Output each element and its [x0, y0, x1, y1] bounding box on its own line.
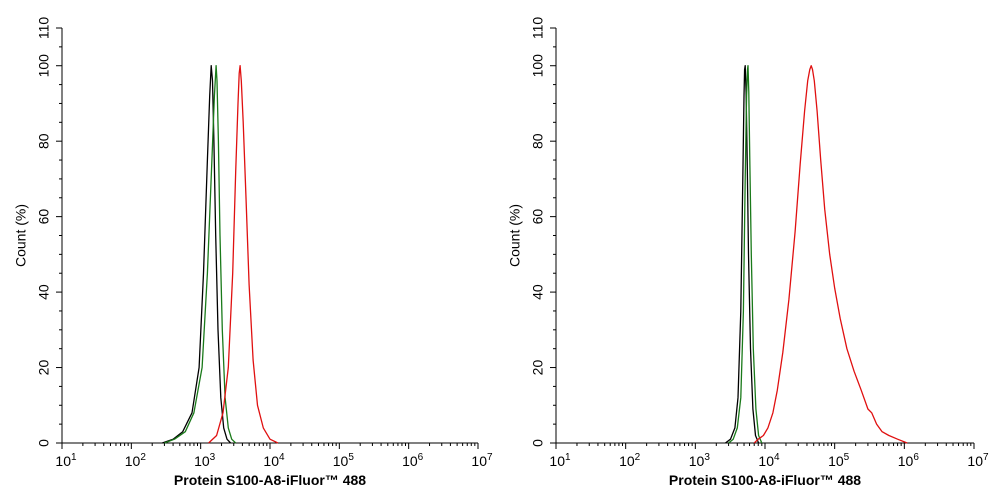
x-tick-label: 107	[967, 452, 989, 469]
y-tick-label: 80	[530, 133, 546, 149]
x-tick-exponent: 6	[418, 452, 424, 463]
y-tick-label: 20	[36, 360, 52, 376]
x-tick-exponent: 2	[140, 452, 146, 463]
x-tick-exponent: 5	[348, 452, 354, 463]
x-tick-base: 10	[125, 453, 141, 469]
y-tick-label: 60	[530, 209, 546, 225]
x-tick-base: 10	[828, 453, 844, 469]
x-tick-label: 102	[619, 452, 641, 469]
x-tick-base: 10	[263, 453, 279, 469]
y-tick-label: 40	[36, 284, 52, 300]
y-tick-label: 40	[530, 284, 546, 300]
x-tick-exponent: 2	[635, 452, 641, 463]
histogram-curve-2	[728, 65, 763, 444]
x-tick-exponent: 4	[279, 452, 285, 463]
x-tick-exponent: 3	[210, 452, 216, 463]
y-tick-label: 80	[36, 133, 52, 149]
x-tick-base: 10	[758, 453, 774, 469]
histogram-curve-3	[753, 65, 908, 444]
histogram-curve-3	[208, 65, 279, 444]
y-axis-title: Count (%)	[13, 204, 29, 267]
y-axis-title: Count (%)	[507, 204, 523, 267]
x-tick-base: 10	[967, 453, 983, 469]
x-tick-base: 10	[402, 453, 418, 469]
x-tick-base: 10	[619, 453, 635, 469]
histogram-curve-1	[162, 65, 232, 444]
x-tick-exponent: 5	[844, 452, 850, 463]
x-tick-label: 105	[828, 452, 850, 469]
x-tick-base: 10	[471, 453, 487, 469]
x-tick-exponent: 4	[774, 452, 780, 463]
y-tick-label: 60	[36, 209, 52, 225]
x-tick-label: 103	[194, 452, 216, 469]
x-tick-label: 104	[758, 452, 780, 469]
y-tick-label: 110	[36, 17, 52, 40]
x-tick-label: 103	[689, 452, 711, 469]
x-tick-label: 102	[125, 452, 147, 469]
x-tick-exponent: 7	[983, 452, 989, 463]
x-tick-exponent: 1	[71, 452, 77, 463]
histogram-panel-2: 101 102 103 104 105 106 107020406080100110Prot…	[507, 17, 989, 488]
x-tick-label: 107	[471, 452, 493, 469]
x-tick-label: 101	[55, 452, 77, 469]
x-tick-label: 105	[333, 452, 355, 469]
y-tick-label: 100	[530, 54, 546, 78]
histogram-curve-1	[725, 65, 760, 444]
x-tick-exponent: 3	[704, 452, 710, 463]
histogram-curve-2	[164, 65, 237, 444]
y-tick-label: 110	[530, 17, 546, 40]
x-tick-base: 10	[689, 453, 705, 469]
x-tick-label: 101	[549, 452, 571, 469]
x-tick-label: 104	[263, 452, 285, 469]
x-axis-title: Protein S100-A8-iFluor™ 488	[174, 472, 366, 488]
y-tick-label: 0	[36, 439, 52, 447]
x-tick-exponent: 1	[565, 452, 571, 463]
x-tick-exponent: 7	[487, 452, 493, 463]
histogram-panel-1: 101 102 103 104 105 106 107020406080100110Prot…	[13, 17, 493, 488]
x-tick-label: 106	[402, 452, 424, 469]
x-tick-base: 10	[194, 453, 210, 469]
y-tick-label: 0	[530, 439, 546, 447]
x-tick-base: 10	[898, 453, 914, 469]
x-axis-title: Protein S100-A8-iFluor™ 488	[669, 472, 861, 488]
x-tick-exponent: 6	[913, 452, 919, 463]
y-tick-label: 20	[530, 360, 546, 376]
y-tick-label: 100	[36, 54, 52, 78]
x-tick-base: 10	[333, 453, 349, 469]
x-tick-base: 10	[549, 453, 565, 469]
x-tick-base: 10	[55, 453, 71, 469]
x-tick-label: 106	[898, 452, 920, 469]
